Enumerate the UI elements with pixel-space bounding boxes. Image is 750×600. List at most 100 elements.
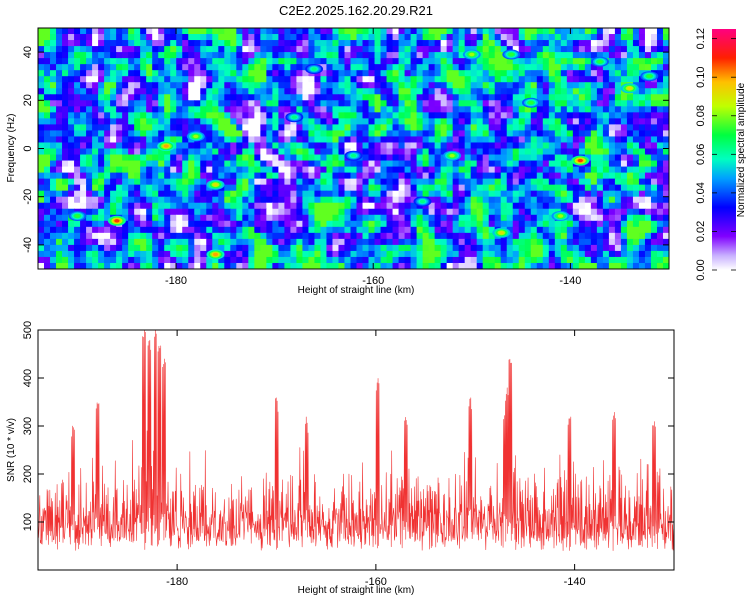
heatmap-cell bbox=[519, 130, 526, 137]
heatmap-cell bbox=[116, 173, 123, 180]
heatmap-cell bbox=[393, 161, 400, 168]
heatmap-cell bbox=[555, 233, 562, 240]
heatmap-cell bbox=[465, 40, 472, 47]
heatmap-cell bbox=[332, 149, 339, 156]
heatmap-cell bbox=[128, 251, 135, 258]
heatmap-cell bbox=[411, 46, 418, 53]
heatmap-cell bbox=[242, 142, 249, 149]
heatmap-cell bbox=[489, 142, 496, 149]
heatmap-cell bbox=[543, 185, 550, 192]
heatmap-cell bbox=[609, 155, 616, 162]
heatmap-cell bbox=[543, 136, 550, 143]
heatmap-cell bbox=[272, 130, 279, 137]
heatmap-cell bbox=[645, 215, 652, 222]
heatmap-cell bbox=[206, 46, 213, 53]
heatmap-cell bbox=[128, 257, 135, 264]
heatmap-cell bbox=[122, 94, 129, 101]
heatmap-cell bbox=[531, 64, 538, 71]
heatmap-cell bbox=[393, 251, 400, 258]
heatmap-cell bbox=[447, 46, 454, 53]
heatmap-cell bbox=[38, 52, 45, 59]
heatmap-cell bbox=[44, 130, 51, 137]
heatmap-cell bbox=[230, 221, 237, 228]
heatmap-cell bbox=[381, 88, 388, 95]
heatmap-cell bbox=[56, 167, 63, 174]
heatmap-cell bbox=[453, 64, 460, 71]
heatmap-cell bbox=[254, 221, 261, 228]
heatmap-cell bbox=[296, 149, 303, 156]
heatmap-cell bbox=[296, 215, 303, 222]
heatmap-cell bbox=[194, 112, 201, 119]
heatmap-cell bbox=[338, 203, 345, 210]
heatmap-cell bbox=[435, 167, 442, 174]
heatmap-cell bbox=[387, 191, 394, 198]
heatmap-cell bbox=[645, 221, 652, 228]
heatmap-cell bbox=[441, 130, 448, 137]
heatmap-cell bbox=[645, 100, 652, 107]
heatmap-cell bbox=[188, 88, 195, 95]
heatmap-cell bbox=[140, 185, 147, 192]
heatmap-cell bbox=[537, 46, 544, 53]
heatmap-cell bbox=[62, 142, 69, 149]
heatmap-cell bbox=[465, 118, 472, 125]
heatmap-cell bbox=[254, 58, 261, 65]
heatmap-cell bbox=[56, 251, 63, 258]
heatmap-cell bbox=[627, 155, 634, 162]
heatmap-cell bbox=[254, 185, 261, 192]
heatmap-cell bbox=[152, 233, 159, 240]
heatmap-cell bbox=[441, 58, 448, 65]
heatmap-cell bbox=[537, 251, 544, 258]
heatmap-cell bbox=[80, 130, 87, 137]
heatmap-cell bbox=[405, 215, 412, 222]
heatmap-cell bbox=[104, 203, 111, 210]
heatmap-cell bbox=[651, 167, 658, 174]
heatmap-cell bbox=[296, 203, 303, 210]
heatmap-cell bbox=[447, 221, 454, 228]
heatmap-cell bbox=[38, 130, 45, 137]
heatmap-cell bbox=[320, 118, 327, 125]
heatmap-cell bbox=[278, 239, 285, 246]
heatmap-cell bbox=[200, 239, 207, 246]
heatmap-cell bbox=[242, 185, 249, 192]
heatmap-cell bbox=[92, 197, 99, 204]
heatmap-cell bbox=[429, 118, 436, 125]
heatmap-cell bbox=[507, 130, 514, 137]
heatmap-cell bbox=[351, 94, 358, 101]
heatmap-cell bbox=[621, 40, 628, 47]
heatmap-cell bbox=[320, 185, 327, 192]
heatmap-cell bbox=[248, 197, 255, 204]
heatmap-cell bbox=[56, 257, 63, 264]
heatmap-cell bbox=[230, 34, 237, 41]
heatmap-cell bbox=[633, 215, 640, 222]
heatmap-cell bbox=[441, 257, 448, 264]
heatmap-cell bbox=[272, 52, 279, 59]
heatmap-cell bbox=[140, 239, 147, 246]
heatmap-cell bbox=[573, 239, 580, 246]
figure-title: C2E2.2025.162.20.29.R21 bbox=[279, 3, 433, 18]
heatmap-cell bbox=[56, 94, 63, 101]
heatmap-cell bbox=[98, 64, 105, 71]
heatmap-cell bbox=[182, 245, 189, 252]
heatmap-cell bbox=[561, 142, 568, 149]
heatmap-cell bbox=[302, 136, 309, 143]
heatmap-cell bbox=[284, 167, 291, 174]
heatmap-cell bbox=[296, 197, 303, 204]
heatmap-cell bbox=[369, 64, 376, 71]
heatmap-cell bbox=[182, 167, 189, 174]
heatmap-cell bbox=[549, 52, 556, 59]
heatmap-cell bbox=[453, 227, 460, 234]
heatmap-cell bbox=[459, 191, 466, 198]
heatmap-cell bbox=[242, 215, 249, 222]
heatmap-cell bbox=[302, 155, 309, 162]
heatmap-cell bbox=[591, 191, 598, 198]
heatmap-cell bbox=[423, 209, 430, 216]
heatmap-cell bbox=[621, 112, 628, 119]
heatmap-cell bbox=[471, 124, 478, 131]
heatmap-cell bbox=[609, 136, 616, 143]
heatmap-cell bbox=[375, 239, 382, 246]
heatmap-cell bbox=[537, 197, 544, 204]
heatmap-cell bbox=[405, 185, 412, 192]
heatmap-cell bbox=[621, 142, 628, 149]
heatmap-cell bbox=[314, 185, 321, 192]
heatmap-cell bbox=[483, 40, 490, 47]
